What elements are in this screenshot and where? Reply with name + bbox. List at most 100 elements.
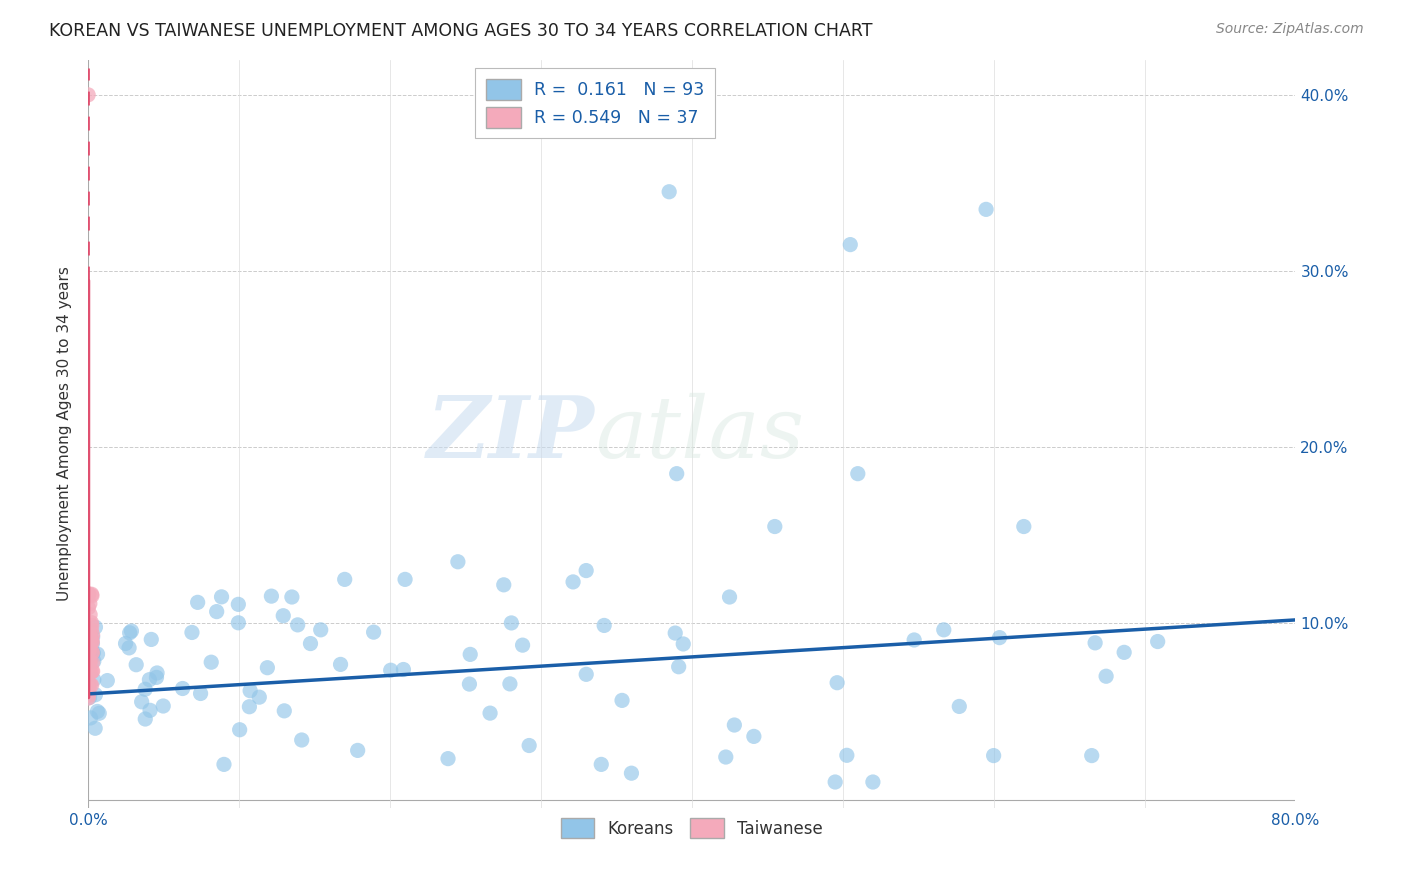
Point xyxy=(79,641,101,656)
Point xyxy=(84,688,107,702)
Point xyxy=(291,733,314,747)
Text: KOREAN VS TAIWANESE UNEMPLOYMENT AMONG AGES 30 TO 34 YEARS CORRELATION CHART: KOREAN VS TAIWANESE UNEMPLOYMENT AMONG A… xyxy=(49,22,873,40)
Point xyxy=(77,644,100,658)
Point xyxy=(479,706,502,720)
Point xyxy=(346,743,368,757)
Point xyxy=(79,690,101,705)
Point xyxy=(84,620,107,634)
Point xyxy=(846,467,869,481)
Point xyxy=(932,623,955,637)
Point xyxy=(80,623,103,637)
Point xyxy=(134,712,156,726)
Point xyxy=(575,564,598,578)
Point xyxy=(83,654,105,668)
Point xyxy=(499,677,522,691)
Point xyxy=(1146,634,1168,648)
Point xyxy=(260,589,283,603)
Point xyxy=(131,695,153,709)
Point xyxy=(256,661,278,675)
Point xyxy=(668,659,690,673)
Point xyxy=(83,673,105,687)
Point xyxy=(84,721,107,735)
Point xyxy=(82,646,104,660)
Point xyxy=(80,615,103,630)
Point xyxy=(77,87,100,102)
Point xyxy=(79,607,101,622)
Point xyxy=(120,624,142,638)
Point xyxy=(329,657,352,672)
Point xyxy=(79,677,101,691)
Point xyxy=(665,467,688,481)
Point xyxy=(835,748,858,763)
Text: ZIP: ZIP xyxy=(427,392,595,475)
Point xyxy=(80,634,103,648)
Point xyxy=(437,751,460,765)
Point xyxy=(239,683,262,698)
Point xyxy=(80,665,103,679)
Point xyxy=(79,655,101,669)
Point xyxy=(672,637,695,651)
Point xyxy=(211,590,233,604)
Text: atlas: atlas xyxy=(595,392,804,475)
Point xyxy=(228,598,250,612)
Point xyxy=(145,670,167,684)
Point xyxy=(1012,519,1035,533)
Point xyxy=(742,730,765,744)
Point xyxy=(138,673,160,687)
Point xyxy=(281,590,304,604)
Point xyxy=(1080,748,1102,763)
Point xyxy=(723,718,745,732)
Point xyxy=(77,691,100,706)
Point xyxy=(80,632,103,646)
Point xyxy=(77,681,100,695)
Point xyxy=(714,750,737,764)
Point xyxy=(139,703,162,717)
Point xyxy=(591,757,613,772)
Point xyxy=(118,625,141,640)
Point xyxy=(825,675,848,690)
Point xyxy=(80,635,103,649)
Point xyxy=(824,775,846,789)
Point xyxy=(447,555,470,569)
Point xyxy=(82,656,104,670)
Point xyxy=(86,705,108,719)
Point xyxy=(77,639,100,653)
Point xyxy=(82,645,104,659)
Point xyxy=(79,635,101,649)
Point xyxy=(610,693,633,707)
Point xyxy=(77,689,100,703)
Point xyxy=(80,678,103,692)
Point xyxy=(114,636,136,650)
Point xyxy=(273,704,295,718)
Point xyxy=(562,574,585,589)
Point xyxy=(96,673,118,688)
Point xyxy=(77,600,100,615)
Point xyxy=(89,706,111,721)
Point xyxy=(79,627,101,641)
Point xyxy=(517,739,540,753)
Point xyxy=(380,663,402,677)
Point xyxy=(80,618,103,632)
Point xyxy=(82,646,104,660)
Point xyxy=(86,647,108,661)
Point xyxy=(247,690,270,705)
Point xyxy=(187,595,209,609)
Point xyxy=(79,657,101,671)
Point xyxy=(575,667,598,681)
Point xyxy=(512,638,534,652)
Point xyxy=(392,663,415,677)
Point xyxy=(988,631,1011,645)
Point xyxy=(458,648,481,662)
Point xyxy=(593,618,616,632)
Point xyxy=(82,646,104,660)
Point xyxy=(620,766,643,780)
Point xyxy=(212,757,235,772)
Point xyxy=(82,664,104,678)
Point xyxy=(77,676,100,690)
Point xyxy=(82,636,104,650)
Point xyxy=(492,578,515,592)
Point xyxy=(152,698,174,713)
Point xyxy=(333,573,356,587)
Point xyxy=(271,608,294,623)
Point xyxy=(118,640,141,655)
